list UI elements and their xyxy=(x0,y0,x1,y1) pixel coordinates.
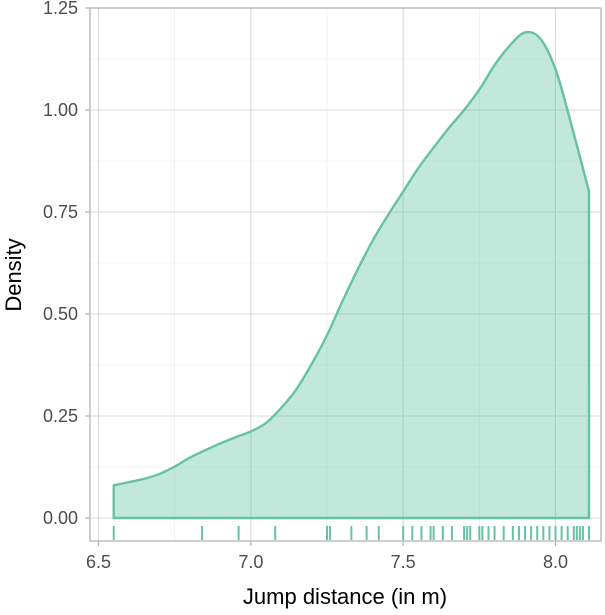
grid xyxy=(90,7,601,541)
y-tick-label: 0.50 xyxy=(43,304,78,324)
y-tick-label: 0.75 xyxy=(43,202,78,222)
density-area xyxy=(112,30,591,520)
y-tick-label: 0.25 xyxy=(43,406,78,426)
panel-border xyxy=(89,7,602,542)
x-tick-label: 8.0 xyxy=(543,552,568,572)
x-axis-title: Jump distance (in m) xyxy=(243,584,447,609)
axes: 6.5 7.0 7.5 8.0 0.00 0.25 0.50 0.75 1.00 1.25 xyxy=(43,0,568,572)
y-axis-title: Density xyxy=(1,238,26,311)
x-tick-label: 7.5 xyxy=(391,552,416,572)
x-tick-label: 7.0 xyxy=(238,552,263,572)
y-tick-label: 1.00 xyxy=(43,100,78,120)
y-tick-label: 0.00 xyxy=(43,508,78,528)
y-tick-label: 1.25 xyxy=(43,0,78,18)
x-tick-label: 6.5 xyxy=(86,552,111,572)
plot-area xyxy=(112,30,591,540)
